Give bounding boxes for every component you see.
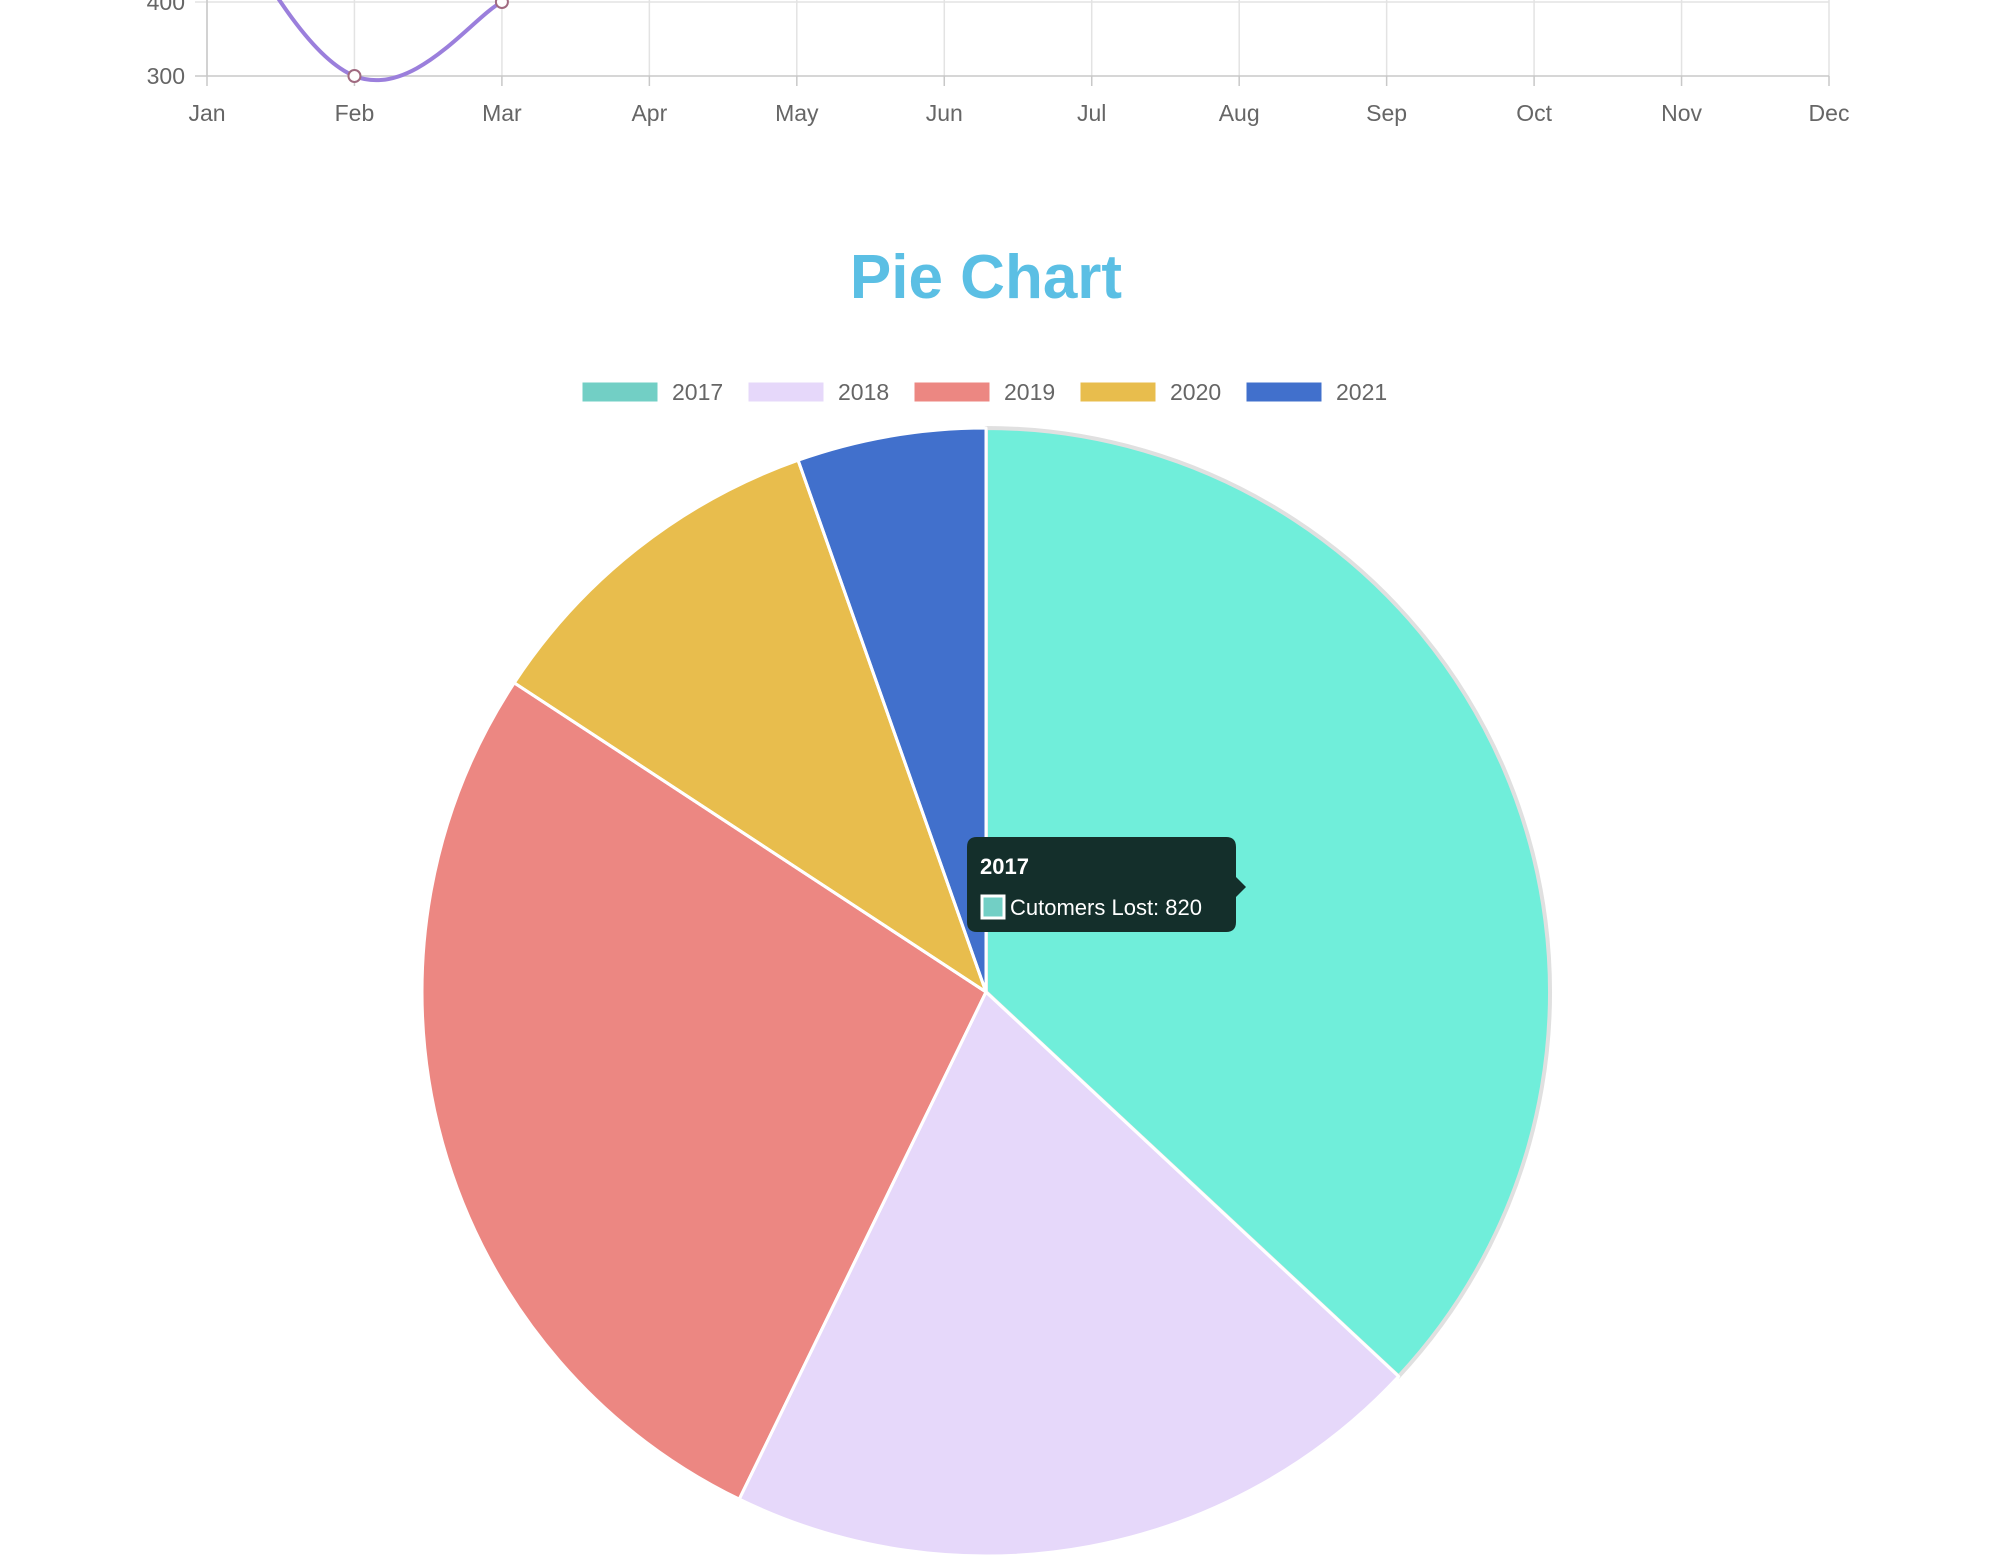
line-data-point[interactable]: [494, 0, 509, 9]
legend-label: 2018: [838, 379, 889, 405]
pie-tooltip: 2017 Cutomers Lost: 820: [967, 837, 1246, 932]
line-chart: 300 400 Jan Feb Mar Apr May Jun Jul Aug Sep Oct Nov…: [147, 0, 1849, 126]
legend-swatch: [913, 381, 991, 403]
line-chart-axes: [195, 0, 1829, 77]
line-x-tick-label: Nov: [1661, 100, 1702, 126]
legend-item-2017[interactable]: 2017: [581, 379, 723, 405]
pie-slice-2018[interactable]: [737, 990, 1401, 1558]
line-y-tick-label: 300: [147, 63, 185, 89]
legend-swatch: [1079, 381, 1157, 403]
legend-item-2019[interactable]: 2019: [913, 379, 1055, 405]
pie-slice-separator: [984, 990, 1400, 1378]
legend-item-2020[interactable]: 2020: [1079, 379, 1221, 405]
line-x-tick-label: Apr: [631, 100, 667, 126]
pie-slice-2019[interactable]: [420, 681, 988, 1501]
line-x-tick-label: Aug: [1219, 100, 1260, 126]
pie-slice-separator: [513, 681, 987, 994]
legend-label: 2020: [1170, 379, 1221, 405]
line-x-tick-label: Mar: [482, 100, 522, 126]
legend-swatch: [747, 381, 825, 403]
pie-slice-separator: [737, 991, 988, 1500]
line-data-point[interactable]: [347, 69, 362, 83]
line-y-tick-label: 400: [147, 0, 185, 15]
legend-label: 2017: [672, 379, 723, 405]
line-chart-series: [276, 0, 509, 83]
legend-item-2018[interactable]: 2018: [747, 379, 889, 405]
pie-chart: Pie Chart 2017 2018 2019 2020 2021 2017 Cuto…: [420, 243, 1552, 1558]
line-chart-y-ticks: 300 400: [147, 0, 185, 89]
line-chart-x-ticks: Jan Feb Mar Apr May Jun Jul Aug Sep Oct Nov Dec: [188, 76, 1849, 126]
line-x-tick-label: Sep: [1366, 100, 1407, 126]
pie-slice-separator: [796, 459, 988, 993]
line-x-tick-label: May: [775, 100, 819, 126]
legend-label: 2019: [1004, 379, 1055, 405]
line-x-tick-label: Jan: [188, 100, 225, 126]
legend-swatch: [581, 381, 659, 403]
pie-chart-slices[interactable]: [420, 426, 1552, 1558]
tooltip-label: Cutomers Lost: 820: [1010, 895, 1202, 920]
tooltip-swatch: [980, 894, 1006, 920]
line-x-tick-label: Feb: [335, 100, 375, 126]
tooltip-background: [967, 837, 1246, 932]
pie-chart-title: Pie Chart: [850, 243, 1122, 312]
pie-slice-2020[interactable]: [512, 458, 988, 994]
legend-swatch: [1245, 381, 1323, 403]
line-x-tick-label: Oct: [1516, 100, 1552, 126]
tooltip-title: 2017: [980, 854, 1029, 879]
line-x-tick-label: Jul: [1077, 100, 1106, 126]
line-x-tick-label: Jun: [926, 100, 963, 126]
pie-chart-legend[interactable]: 2017 2018 2019 2020 2021: [581, 379, 1387, 405]
legend-item-2021[interactable]: 2021: [1245, 379, 1387, 405]
line-chart-grid: [195, 0, 1830, 76]
line-x-tick-label: Dec: [1809, 100, 1850, 126]
pie-slice-2021[interactable]: [796, 426, 988, 994]
legend-label: 2021: [1336, 379, 1387, 405]
pie-slice-2017[interactable]: [984, 426, 1552, 1379]
